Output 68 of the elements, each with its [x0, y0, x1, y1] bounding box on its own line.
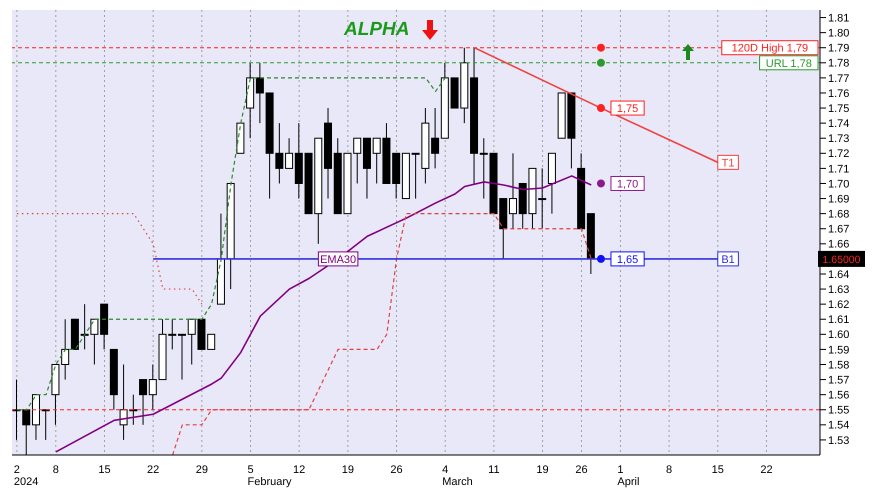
- x-tick-label: 4: [442, 464, 448, 476]
- x-tick-label: 2: [14, 464, 20, 476]
- text: ALPHA: [344, 19, 410, 40]
- x-tick-label: 26: [390, 464, 403, 476]
- data-label: 1,65: [616, 254, 638, 266]
- y-tick-label: 1.57: [828, 374, 850, 386]
- point: [596, 179, 605, 188]
- y-tick-label: 1.74: [828, 118, 850, 130]
- y-tick-label: 1.56: [828, 390, 850, 402]
- x-tick-label: 19: [536, 464, 549, 476]
- x-tick-label: 12: [293, 464, 306, 476]
- ref-line-label: URL 1,78: [766, 58, 812, 70]
- x-tick-label: 26: [575, 464, 588, 476]
- y-tick-label: 1.64: [828, 268, 850, 281]
- point: [596, 44, 605, 52]
- y-tick-label: 1.73: [828, 133, 850, 146]
- y-tick-label: 1.66: [828, 238, 850, 251]
- x-tick-label: 29: [196, 464, 208, 476]
- series-label: T1: [722, 157, 735, 170]
- y-tick-label: 1.58: [828, 359, 850, 372]
- series-label: B1: [721, 254, 735, 266]
- x-tick-label: 5: [247, 464, 254, 476]
- y-tick-label: 1.77: [828, 72, 850, 85]
- y-tick-label: 1.67: [828, 224, 850, 236]
- data-label: 1,75: [616, 103, 638, 116]
- y-tick-label: 1.78: [828, 58, 850, 70]
- y-tick-label: 1.54: [828, 420, 850, 432]
- y-tick-label: 1.79: [828, 42, 850, 55]
- y-tick-label: 1.62: [828, 299, 850, 312]
- ref-line-label: 120D High 1,79: [732, 42, 808, 55]
- line-series: [16, 213, 202, 305]
- y-tick-label: 1.59: [828, 344, 850, 356]
- text: March: [442, 476, 473, 488]
- y-tick-label: 1.75: [828, 102, 850, 115]
- x-tick-label: 11: [488, 464, 500, 476]
- y-tick-label: 1.53: [828, 434, 850, 447]
- x-tick-label: 15: [98, 464, 111, 476]
- x-tick-label: 1: [617, 464, 624, 476]
- x-tick-label: 8: [52, 464, 59, 476]
- data-label: 1,70: [616, 178, 638, 190]
- y-tick-label: 1.81: [828, 12, 850, 24]
- line-series: [55, 175, 592, 453]
- text: 1.65000: [822, 254, 861, 266]
- y-tick-label: 1.55: [828, 404, 850, 417]
- y-tick-label: 1.70: [828, 178, 850, 190]
- point: [596, 254, 605, 263]
- candlestick: [139, 379, 148, 426]
- y-tick-label: 1.60: [828, 329, 850, 342]
- x-tick-label: 19: [342, 464, 354, 476]
- x-tick-label: 8: [666, 464, 672, 476]
- x-tick-label: 22: [147, 464, 160, 476]
- y-tick-label: 1.63: [828, 284, 850, 296]
- text: February: [248, 476, 292, 488]
- x-tick-label: 22: [760, 464, 773, 476]
- candlestick: [120, 364, 128, 440]
- y-tick-label: 1.71: [828, 163, 850, 176]
- y-tick-label: 1.68: [828, 208, 850, 221]
- text: April: [617, 476, 640, 488]
- text: 2024: [14, 476, 38, 488]
- y-tick-label: 1.61: [828, 314, 850, 326]
- y-tick-label: 1.76: [828, 88, 850, 100]
- point: [596, 58, 605, 67]
- x-tick-label: 15: [712, 464, 724, 476]
- y-tick-label: 1.69: [828, 193, 850, 206]
- y-tick-label: 1.72: [828, 148, 850, 160]
- y-tick-label: 1.80: [828, 28, 850, 40]
- line-series: [172, 213, 592, 455]
- point: [596, 104, 605, 112]
